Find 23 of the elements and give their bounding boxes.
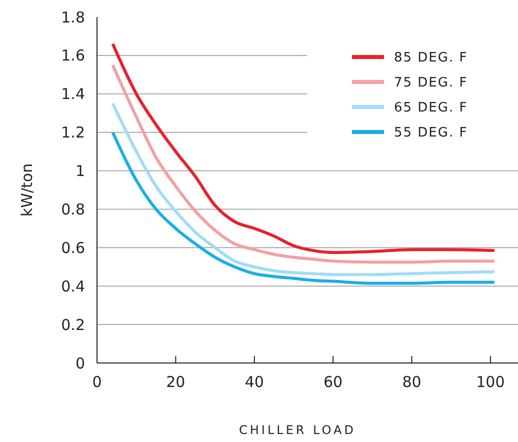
y-tick-label: 1 [75, 162, 85, 180]
legend-label: 75 DEG. F [394, 76, 468, 91]
y-axis-title: kW/ton [18, 163, 36, 217]
y-tick-label: 1.2 [61, 124, 85, 142]
x-tick-label: 100 [476, 373, 505, 391]
y-tick-label: 0.4 [61, 277, 85, 296]
legend-label: 85 DEG. F [394, 50, 468, 66]
y-tick-label: 1.4 [61, 85, 85, 104]
legend-label: 65 DEG. F [394, 100, 468, 116]
x-tick-label: 20 [166, 373, 186, 391]
x-tick-label: 80 [402, 373, 422, 391]
x-axis-title: CHILLER LOAD [239, 423, 356, 437]
legend-label: 55 DEG. F [394, 126, 468, 141]
x-tick-label: 60 [324, 373, 343, 391]
y-tick-label: 0.6 [61, 238, 85, 257]
y-tick-label: 0.8 [61, 200, 85, 218]
x-tick-label: 40 [244, 373, 264, 391]
line-series [111, 102, 496, 276]
y-tick-label: 1.8 [61, 8, 85, 26]
y-tick-label: 0 [75, 354, 85, 372]
x-tick-label: 0 [92, 373, 102, 391]
y-tick-label: 0.2 [61, 316, 85, 334]
y-tick-label: 1.6 [61, 46, 85, 65]
